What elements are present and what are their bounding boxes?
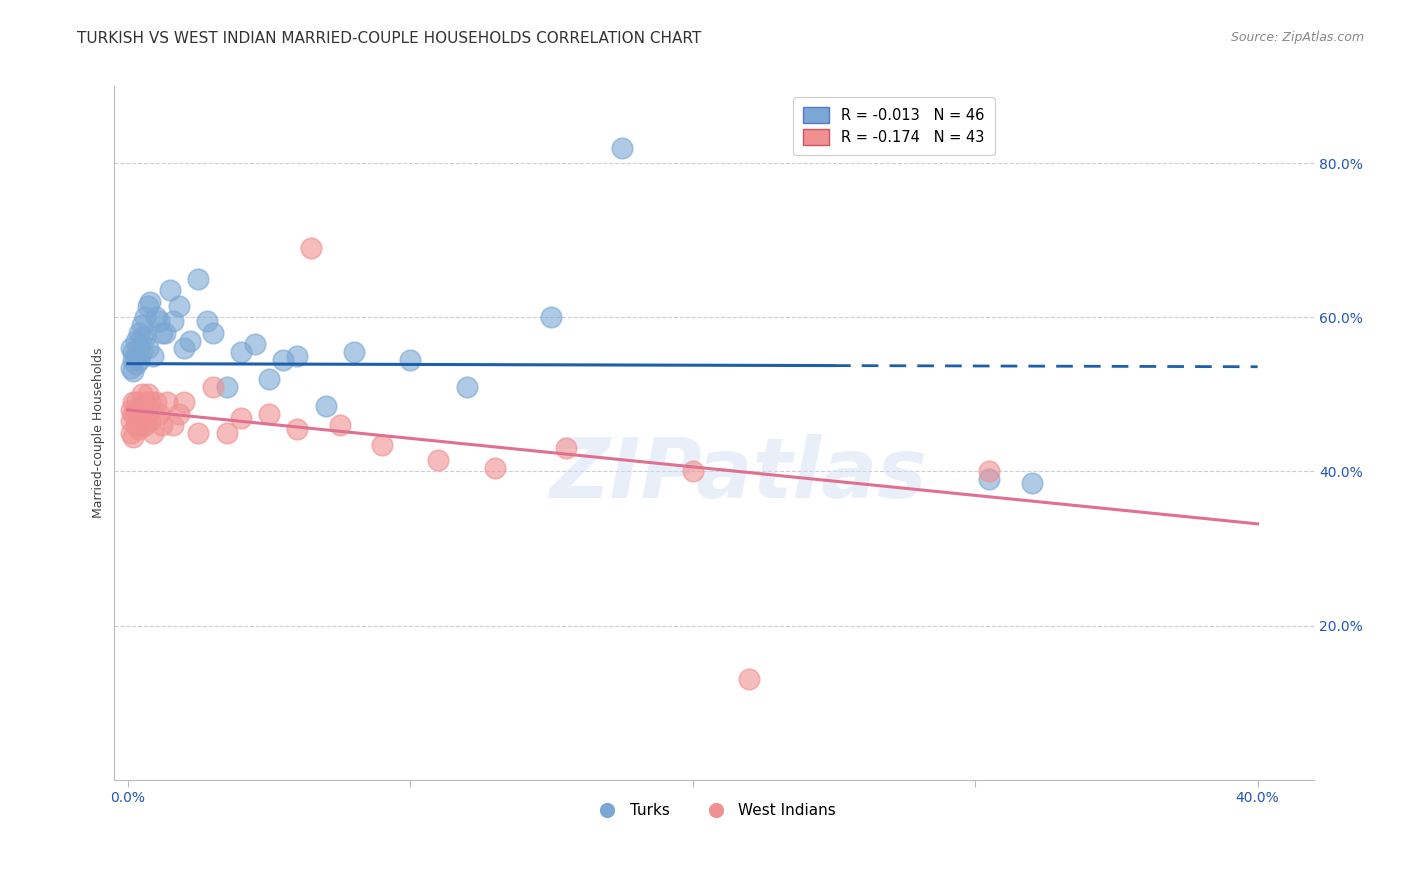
Point [315,399,337,413]
Point [148,314,170,328]
Point [122,345,145,359]
Point [142,425,165,440]
Point [979,472,1001,486]
Point [136,299,159,313]
Point [125,349,148,363]
Point [136,387,159,401]
Point [128,352,150,367]
Point [399,352,422,367]
Point [136,341,159,355]
Point [122,407,145,421]
Point [131,387,153,401]
Point [167,407,190,421]
Point [257,372,280,386]
Point [682,465,704,479]
Point [257,407,280,421]
Point [285,349,308,363]
Point [456,380,478,394]
Point [134,395,156,409]
Legend: Turks, West Indians: Turks, West Indians [585,797,842,824]
Point [148,407,170,421]
Point [125,395,148,409]
Point [134,418,156,433]
Point [162,418,184,433]
Point [122,364,145,378]
Point [167,299,190,313]
Point [159,284,181,298]
Point [371,437,394,451]
Point [1021,476,1043,491]
Point [215,380,238,394]
Point [120,341,142,355]
Point [195,314,218,328]
Point [173,395,195,409]
Point [329,418,352,433]
Point [145,310,167,325]
Point [136,407,159,421]
Point [150,418,173,433]
Point [131,329,153,343]
Text: Source: ZipAtlas.com: Source: ZipAtlas.com [1230,31,1364,45]
Point [610,141,633,155]
Point [145,395,167,409]
Point [131,407,153,421]
Point [179,334,201,348]
Point [122,352,145,367]
Point [150,326,173,340]
Text: ZIPatlas: ZIPatlas [548,434,927,515]
Point [120,360,142,375]
Point [142,349,165,363]
Point [229,410,252,425]
Point [343,345,366,359]
Point [271,352,294,367]
Point [139,414,162,428]
Point [201,380,224,394]
Point [131,345,153,359]
Point [162,314,184,328]
Point [125,403,148,417]
Point [299,241,322,255]
Point [156,395,179,409]
Point [484,460,506,475]
Point [125,334,148,348]
Point [229,345,252,359]
Point [131,318,153,333]
Point [125,357,148,371]
Point [738,673,761,687]
Point [285,422,308,436]
Point [201,326,224,340]
Text: TURKISH VS WEST INDIAN MARRIED-COUPLE HOUSEHOLDS CORRELATION CHART: TURKISH VS WEST INDIAN MARRIED-COUPLE HO… [77,31,702,46]
Point [540,310,562,325]
Point [134,310,156,325]
Point [120,403,142,417]
Point [173,341,195,355]
Point [243,337,266,351]
Point [554,442,576,456]
Point [187,425,209,440]
Point [128,326,150,340]
Point [215,425,238,440]
Point [134,329,156,343]
Point [128,410,150,425]
Point [139,395,162,409]
Y-axis label: Married-couple Households: Married-couple Households [93,348,105,518]
Point [128,422,150,436]
Point [128,418,150,433]
Point [128,341,150,355]
Point [153,326,176,340]
Point [427,453,450,467]
Point [187,272,209,286]
Point [122,430,145,444]
Point [120,414,142,428]
Point [979,465,1001,479]
Point [120,425,142,440]
Point [139,295,162,310]
Point [122,395,145,409]
Point [125,418,148,433]
